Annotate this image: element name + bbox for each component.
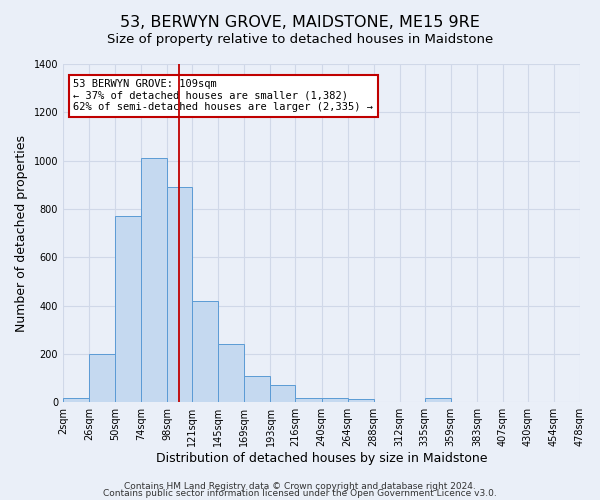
Y-axis label: Number of detached properties: Number of detached properties [15,134,28,332]
Bar [322,398,347,402]
Bar [141,158,167,402]
Bar [347,398,374,402]
Bar [63,398,89,402]
Bar [89,354,115,403]
Text: Contains public sector information licensed under the Open Government Licence v3: Contains public sector information licen… [103,489,497,498]
X-axis label: Distribution of detached houses by size in Maidstone: Distribution of detached houses by size … [156,452,487,465]
Text: 53 BERWYN GROVE: 109sqm
← 37% of detached houses are smaller (1,382)
62% of semi: 53 BERWYN GROVE: 109sqm ← 37% of detache… [73,79,373,112]
Text: 53, BERWYN GROVE, MAIDSTONE, ME15 9RE: 53, BERWYN GROVE, MAIDSTONE, ME15 9RE [120,15,480,30]
Text: Contains HM Land Registry data © Crown copyright and database right 2024.: Contains HM Land Registry data © Crown c… [124,482,476,491]
Bar [425,398,451,402]
Bar [218,344,244,403]
Bar [192,301,218,402]
Bar [295,398,322,402]
Bar [115,216,141,402]
Bar [244,376,271,402]
Text: Size of property relative to detached houses in Maidstone: Size of property relative to detached ho… [107,32,493,46]
Bar [167,187,192,402]
Bar [271,386,295,402]
